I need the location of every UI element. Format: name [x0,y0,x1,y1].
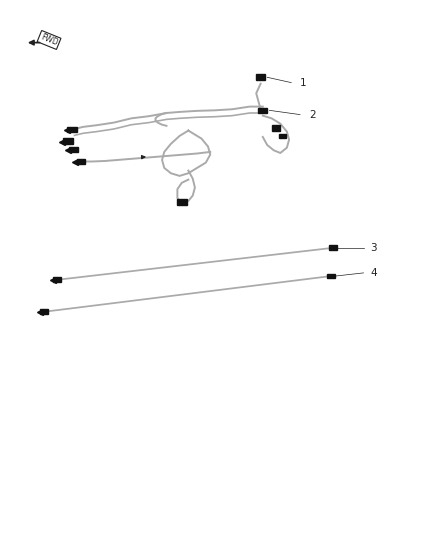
Bar [256,74,265,80]
Bar [329,245,337,250]
Bar [63,138,73,144]
Text: 4: 4 [370,268,377,278]
Bar [327,274,335,278]
Bar [279,133,286,138]
Bar [258,108,267,113]
Bar [69,147,78,152]
Text: 1: 1 [300,78,307,87]
Text: 3: 3 [370,243,377,253]
Bar [67,126,77,132]
Text: 2: 2 [309,110,315,119]
Bar [53,277,61,282]
Bar [77,159,85,164]
Bar [272,125,280,131]
Bar [177,199,187,205]
Bar [40,309,48,314]
Text: FWD: FWD [39,33,59,47]
